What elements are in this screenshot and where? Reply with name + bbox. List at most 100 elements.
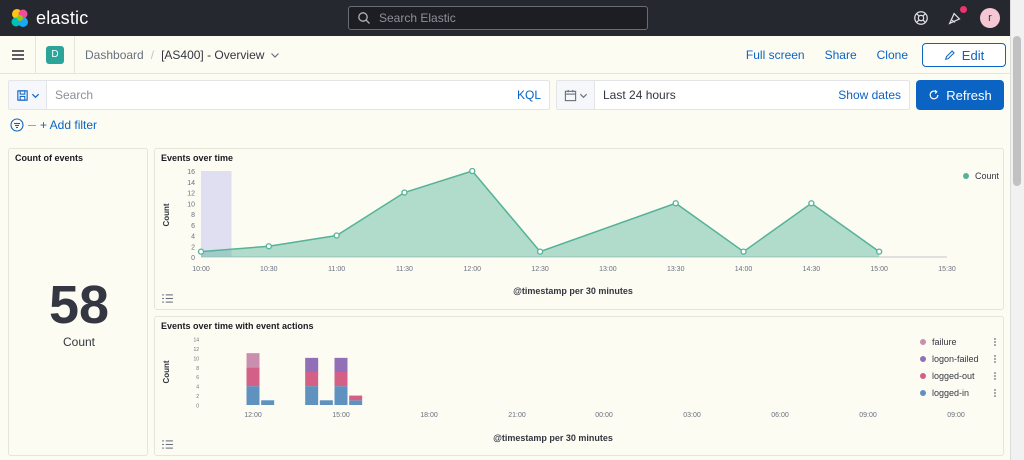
legend-swatch-failure [920, 339, 926, 345]
bar-segment-logon-failed[interactable] [334, 357, 348, 372]
data-point[interactable] [469, 167, 476, 175]
legend-options-dot[interactable] [994, 395, 996, 397]
kql-toggle[interactable]: KQL [516, 88, 541, 102]
x-tick-label: 03:00 [683, 412, 701, 419]
legend-options-dot[interactable] [994, 355, 996, 357]
legend-options-dot[interactable] [994, 389, 996, 391]
show-dates-link[interactable]: Show dates [838, 88, 901, 102]
page-scrollbar[interactable] [1010, 0, 1024, 460]
bar-segment-logged-out[interactable] [334, 372, 348, 387]
menu-button[interactable] [0, 35, 36, 74]
bar-segment-logged-in[interactable] [334, 386, 348, 405]
x-tick-label: 18:00 [420, 412, 438, 419]
x-tick-label: 15:30 [938, 266, 956, 273]
notification-dot [960, 6, 967, 13]
metric-value: 58 [48, 275, 110, 335]
legend-item-logon-failed[interactable]: logon-failed [932, 354, 979, 364]
edit-button[interactable]: Edit [922, 43, 1006, 67]
y-tick-label: 8 [191, 212, 195, 219]
legend-options-dot[interactable] [994, 344, 996, 346]
legend-item-logged-out[interactable]: logged-out [932, 371, 975, 381]
user-avatar[interactable]: r [980, 8, 1000, 28]
global-search-input[interactable]: Search Elastic [348, 6, 648, 30]
events-actions-chart[interactable]: 0 2 4 6 8 10 12 14 12:00 15:00 18:00 21:00 00:00 03:… [155, 317, 1003, 455]
legend-swatch-count [963, 173, 969, 179]
clone-link[interactable]: Clone [876, 48, 908, 62]
legend-options-dot[interactable] [994, 358, 996, 360]
bar-segment-logged-in[interactable] [319, 400, 333, 405]
data-point[interactable] [672, 200, 679, 207]
filter-divider [28, 124, 36, 126]
y-axis-title: Count [162, 203, 171, 226]
x-tick-label: 10:00 [192, 266, 210, 273]
data-point[interactable] [740, 248, 747, 255]
data-point[interactable] [333, 232, 340, 239]
breadcrumb-dashboard[interactable]: Dashboard [85, 47, 144, 62]
y-tick-label: 0 [191, 255, 195, 262]
bar-segment-logged-out[interactable] [349, 395, 363, 401]
y-tick-label: 12 [193, 347, 199, 353]
legend-options-dot[interactable] [994, 375, 996, 377]
query-search-input[interactable]: Search [55, 88, 94, 102]
legend-item-logged-in[interactable]: logged-in [932, 388, 969, 398]
breadcrumb-separator: / [150, 47, 155, 62]
full-screen-link[interactable]: Full screen [745, 48, 805, 62]
legend-options-dot[interactable] [994, 392, 996, 394]
bar-segment-logged-out[interactable] [246, 367, 260, 387]
legend-toggle-icon[interactable] [162, 294, 173, 303]
y-tick-label: 6 [196, 375, 199, 381]
y-tick-label: 4 [196, 385, 199, 391]
bar-segment-logged-in[interactable] [305, 386, 319, 405]
add-filter-button[interactable]: + Add filter [40, 118, 98, 132]
y-tick-label: 6 [191, 223, 195, 230]
data-point[interactable] [401, 189, 408, 196]
x-tick-label: 11:30 [396, 266, 413, 273]
y-tick-label: 16 [187, 169, 195, 176]
share-link[interactable]: Share [824, 48, 857, 62]
newsfeed-icon[interactable] [946, 6, 967, 27]
legend-toggle-icon[interactable] [162, 440, 173, 449]
data-point[interactable] [536, 248, 544, 255]
refresh-icon [929, 89, 939, 100]
help-icon[interactable] [912, 9, 930, 27]
legend-item-count[interactable]: Count [975, 171, 1000, 181]
data-point[interactable] [876, 248, 883, 255]
saved-query-button[interactable] [9, 81, 47, 109]
x-tick-label: 13:00 [599, 266, 617, 273]
time-range-value[interactable]: Last 24 hours [603, 88, 676, 102]
legend-item-failure[interactable]: failure [932, 337, 957, 347]
legend-swatch-logged-out [920, 373, 926, 379]
x-tick-label: 14:00 [735, 266, 753, 273]
space-avatar[interactable]: D [46, 45, 64, 64]
bar-segment-failure[interactable] [246, 353, 260, 368]
legend-options-dot[interactable] [994, 361, 996, 363]
breadcrumb-current: [AS400] - Overview [161, 47, 265, 62]
data-point[interactable] [265, 243, 272, 250]
y-tick-label: 12 [187, 191, 195, 198]
panel-title: Count of events [15, 153, 84, 163]
bar-segment-logged-in[interactable] [349, 400, 363, 405]
legend-options-dot[interactable] [994, 372, 996, 374]
quick-date-button[interactable] [557, 81, 595, 109]
elastic-logo[interactable]: elastic [10, 8, 88, 29]
bar-segment-logon-failed[interactable] [305, 357, 319, 372]
bar-segment-logged-out[interactable] [305, 372, 319, 387]
filter-bar: + Add filter [10, 117, 97, 133]
x-tick-label: 15:00 [332, 412, 350, 419]
filter-options-icon[interactable] [10, 118, 24, 132]
bar-segment-logged-in[interactable] [261, 400, 275, 405]
refresh-button[interactable]: Refresh [916, 80, 1004, 110]
bar-segment-logged-in[interactable] [246, 386, 260, 405]
global-search-placeholder: Search Elastic [379, 11, 456, 25]
chevron-down-icon[interactable] [270, 50, 280, 60]
legend-options-dot[interactable] [994, 341, 996, 343]
legend-options-dot[interactable] [994, 378, 996, 380]
scrollbar-thumb[interactable] [1013, 36, 1021, 186]
elastic-logo-icon [11, 9, 28, 27]
search-icon [358, 12, 370, 24]
metric-label: Count [62, 335, 96, 349]
data-point[interactable] [808, 200, 815, 207]
data-point[interactable] [197, 248, 205, 255]
events-over-time-chart[interactable]: 0 2 4 6 8 10 12 14 16 10:00 10:30 11:00 11:30 12:00 1… [155, 149, 1003, 309]
legend-options-dot[interactable] [994, 338, 996, 340]
